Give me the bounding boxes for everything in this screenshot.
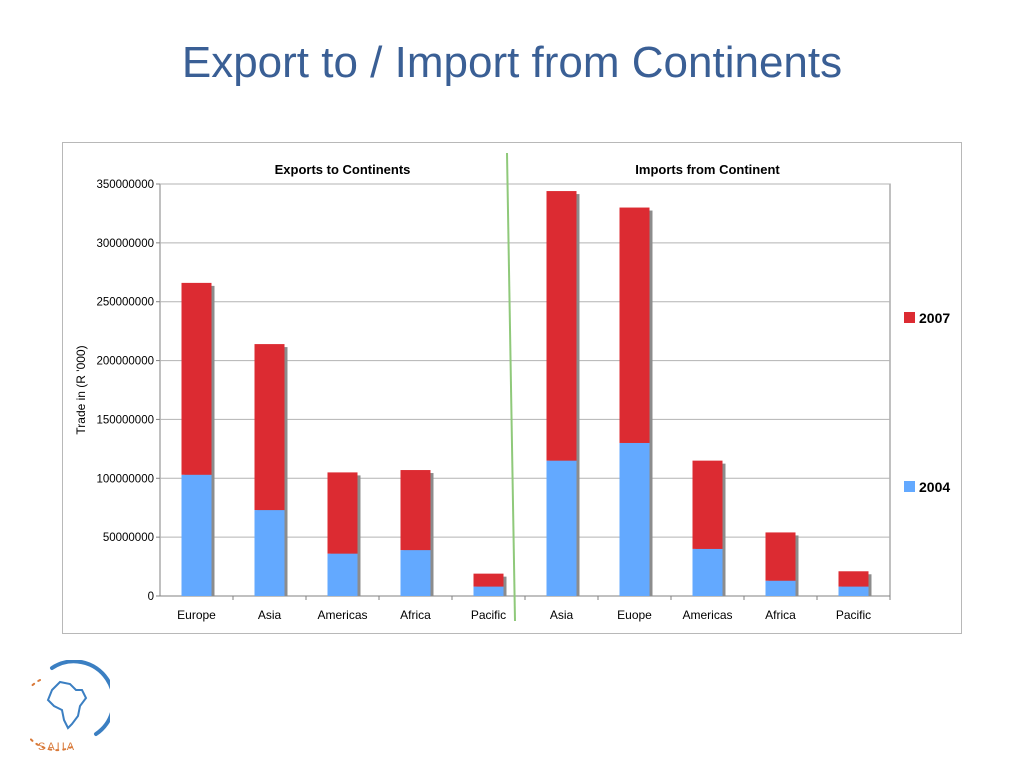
- bar-2007: [181, 282, 212, 475]
- bar-2007: [400, 470, 431, 551]
- saiia-logo: SAIIA: [30, 660, 110, 752]
- bar-2004: [181, 474, 212, 596]
- x-tick-label: Africa: [400, 608, 431, 622]
- bar-2004: [765, 580, 796, 596]
- bar-2007: [692, 460, 723, 549]
- bar-2007: [765, 532, 796, 581]
- bar-2007: [546, 191, 577, 461]
- legend-swatch-2004: [904, 481, 915, 492]
- x-tick-label: Pacific: [471, 608, 506, 622]
- legend-swatch-2007: [904, 312, 915, 323]
- panel-title-imports: Imports from Continent: [635, 162, 780, 177]
- y-tick-label: 150000000: [96, 414, 154, 426]
- x-tick-label: Americas: [317, 608, 367, 622]
- y-tick-label: 350000000: [96, 179, 154, 191]
- bar-2007: [619, 207, 650, 443]
- bar-2004: [254, 510, 285, 596]
- bar-2004: [619, 442, 650, 596]
- bar-2004: [400, 550, 431, 596]
- bar-2004: [327, 553, 358, 596]
- legend-label-2004: 2004: [919, 479, 950, 495]
- chart-frame: 0 50000000 100000000 150000000 200000000 2500…: [62, 142, 962, 634]
- y-tick-label: 250000000: [96, 297, 154, 309]
- bar-2004: [692, 548, 723, 596]
- x-tick-label: Africa: [765, 608, 796, 622]
- bar-2007: [838, 571, 869, 587]
- x-tick-label: Americas: [682, 608, 732, 622]
- y-tick-label: 100000000: [96, 473, 154, 485]
- slide-title: Export to / Import from Continents: [181, 38, 843, 87]
- stacked-bar-chart: 0 50000000 100000000 150000000 200000000 2500…: [74, 152, 950, 622]
- x-tick-label: Asia: [258, 608, 282, 622]
- panel-title-exports: Exports to Continents: [275, 162, 411, 177]
- bar-2004: [838, 586, 869, 596]
- x-tick-label: Europe: [177, 608, 216, 622]
- panel-divider: [506, 152, 516, 622]
- svg-text:SAIIA: SAIIA: [38, 741, 76, 752]
- y-tick-label: 200000000: [96, 356, 154, 368]
- y-tick-label: 50000000: [103, 532, 154, 544]
- y-tick-label: 300000000: [96, 238, 154, 250]
- bar-2007: [473, 573, 504, 587]
- bar-2004: [473, 586, 504, 596]
- x-tick-label: Euope: [617, 608, 652, 622]
- y-axis-label: Trade in (R '000): [74, 345, 88, 434]
- y-tick-label: 0: [148, 591, 154, 603]
- legend-label-2007: 2007: [919, 310, 950, 326]
- x-tick-label: Pacific: [836, 608, 871, 622]
- bar-2007: [254, 344, 285, 511]
- bar-2004: [546, 460, 577, 596]
- x-tick-label: Asia: [550, 608, 574, 622]
- bar-2007: [327, 472, 358, 554]
